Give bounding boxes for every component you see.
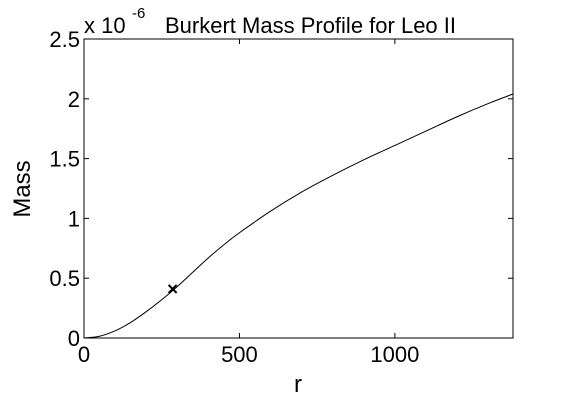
y-tick-label: 0.5: [49, 266, 80, 291]
y-axis-ticks: 0 0.5 1 1.5 2 2.5: [49, 27, 513, 351]
data-markers: [167, 284, 178, 294]
y-multiplier-exponent: -6: [132, 5, 145, 22]
x-marker: [167, 284, 178, 294]
y-tick-label: 1.5: [49, 147, 80, 172]
chart-title: Burkert Mass Profile for Leo II: [165, 13, 456, 38]
y-tick-label: 1: [68, 206, 80, 231]
y-tick-label: 2: [68, 87, 80, 112]
x-tick-label: 0: [78, 342, 90, 367]
y-tick-label: 2.5: [49, 27, 80, 52]
y-axis-label: Mass: [9, 160, 36, 217]
x-tick-label: 1000: [370, 342, 419, 367]
y-tick-label: 0: [68, 326, 80, 351]
plot-area: [83, 38, 514, 339]
x-tick-label: 500: [221, 342, 258, 367]
x-axis-label: r: [294, 371, 302, 398]
y-multiplier-base: x 10: [84, 13, 126, 38]
mass-curve-line: [83, 93, 514, 339]
x-axis-ticks: 0 500 1000: [78, 39, 419, 367]
